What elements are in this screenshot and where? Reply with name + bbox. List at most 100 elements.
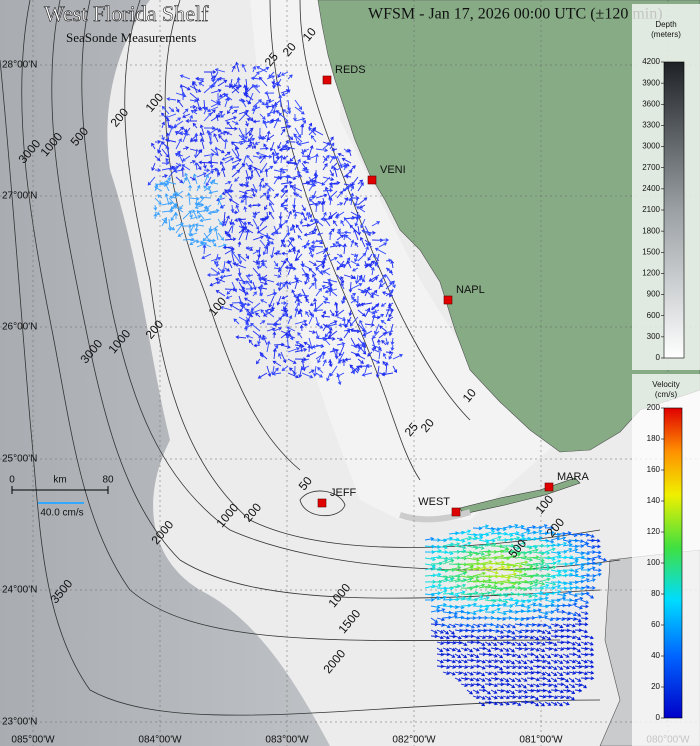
current-arrow (324, 217, 331, 227)
current-arrow (544, 525, 555, 530)
current-arrow (287, 161, 298, 166)
current-arrow (259, 134, 264, 141)
current-arrow (338, 323, 345, 327)
current-arrow (268, 295, 275, 308)
current-arrow (207, 106, 219, 113)
current-arrow (448, 634, 457, 639)
current-arrow (268, 211, 275, 220)
current-arrow (182, 210, 193, 220)
current-arrow (544, 640, 553, 645)
current-arrow (273, 103, 278, 115)
current-arrow (252, 183, 258, 193)
current-arrow (272, 322, 282, 327)
current-arrow (472, 647, 480, 652)
current-arrow (181, 164, 191, 171)
current-arrow (574, 566, 585, 571)
current-arrow (294, 348, 308, 353)
current-arrow (305, 211, 310, 220)
current-arrow (574, 611, 582, 617)
current-arrow (246, 154, 254, 164)
current-arrow (239, 302, 247, 313)
current-arrow (297, 332, 303, 339)
current-arrow (454, 640, 463, 645)
current-arrow (526, 695, 535, 699)
current-arrow (357, 252, 367, 262)
current-arrow (175, 138, 182, 150)
colorbar-tick-label: 180 (647, 434, 661, 443)
current-arrow (237, 267, 242, 277)
current-arrow (484, 569, 499, 575)
colorbar-tick-label: 2100 (642, 205, 660, 214)
current-arrow (526, 629, 535, 633)
current-arrow (556, 623, 564, 629)
current-arrow (544, 665, 552, 670)
current-arrow (147, 176, 156, 186)
current-arrow (281, 141, 289, 149)
current-arrow (270, 246, 275, 259)
current-arrow (466, 683, 475, 687)
current-arrow (231, 165, 236, 171)
current-arrow (586, 641, 594, 646)
current-arrow (277, 141, 282, 150)
current-arrow (221, 167, 226, 178)
shoal (399, 509, 471, 523)
current-arrow (254, 84, 261, 89)
current-arrow (472, 595, 484, 601)
current-arrow (490, 695, 498, 700)
current-arrow (231, 65, 236, 73)
current-arrow (574, 683, 583, 687)
contour (164, 0, 301, 471)
current-arrow (359, 302, 373, 307)
current-arrow (315, 323, 324, 329)
current-arrow (502, 629, 511, 634)
current-arrow (448, 665, 457, 669)
current-arrow (210, 239, 217, 247)
current-arrow (526, 647, 535, 651)
current-arrow (520, 605, 531, 610)
current-arrow (306, 155, 317, 161)
current-arrow (294, 134, 299, 145)
current-arrow (568, 695, 575, 701)
current-arrow (496, 653, 504, 659)
current-arrow (538, 659, 547, 664)
current-arrow (348, 281, 353, 293)
current-arrow (224, 138, 228, 150)
current-arrow (329, 256, 338, 262)
current-arrow (372, 253, 380, 262)
current-arrow (235, 61, 240, 73)
current-arrow (292, 204, 297, 214)
current-arrow (514, 659, 522, 664)
current-arrow (586, 585, 596, 590)
current-arrow (247, 221, 254, 227)
current-arrow (245, 280, 254, 290)
current-arrow (472, 592, 485, 597)
current-arrow (161, 216, 168, 227)
current-arrow (508, 683, 516, 689)
current-arrow (448, 671, 456, 676)
current-arrow (478, 623, 487, 628)
current-arrow (562, 665, 570, 670)
current-arrow (472, 653, 480, 658)
current-arrow (175, 106, 180, 113)
current-arrow (336, 342, 346, 346)
current-arrow (436, 659, 444, 664)
current-arrow (472, 689, 480, 694)
current-arrow (301, 211, 307, 222)
current-arrow (221, 155, 233, 161)
current-arrow (229, 304, 240, 311)
current-arrow (580, 652, 589, 657)
current-arrow (460, 529, 472, 535)
current-arrow (496, 593, 509, 598)
longitude-label: 083°00'W (265, 735, 309, 746)
current-arrow (219, 204, 226, 209)
current-arrow (214, 227, 219, 241)
current-arrow (357, 225, 361, 236)
current-arrow (328, 231, 333, 241)
current-arrow (367, 351, 373, 357)
current-arrow (520, 623, 530, 628)
current-arrow (294, 99, 303, 111)
current-arrow (574, 641, 582, 647)
current-arrow (174, 192, 184, 199)
current-arrow (210, 256, 222, 262)
current-arrow (371, 313, 376, 325)
